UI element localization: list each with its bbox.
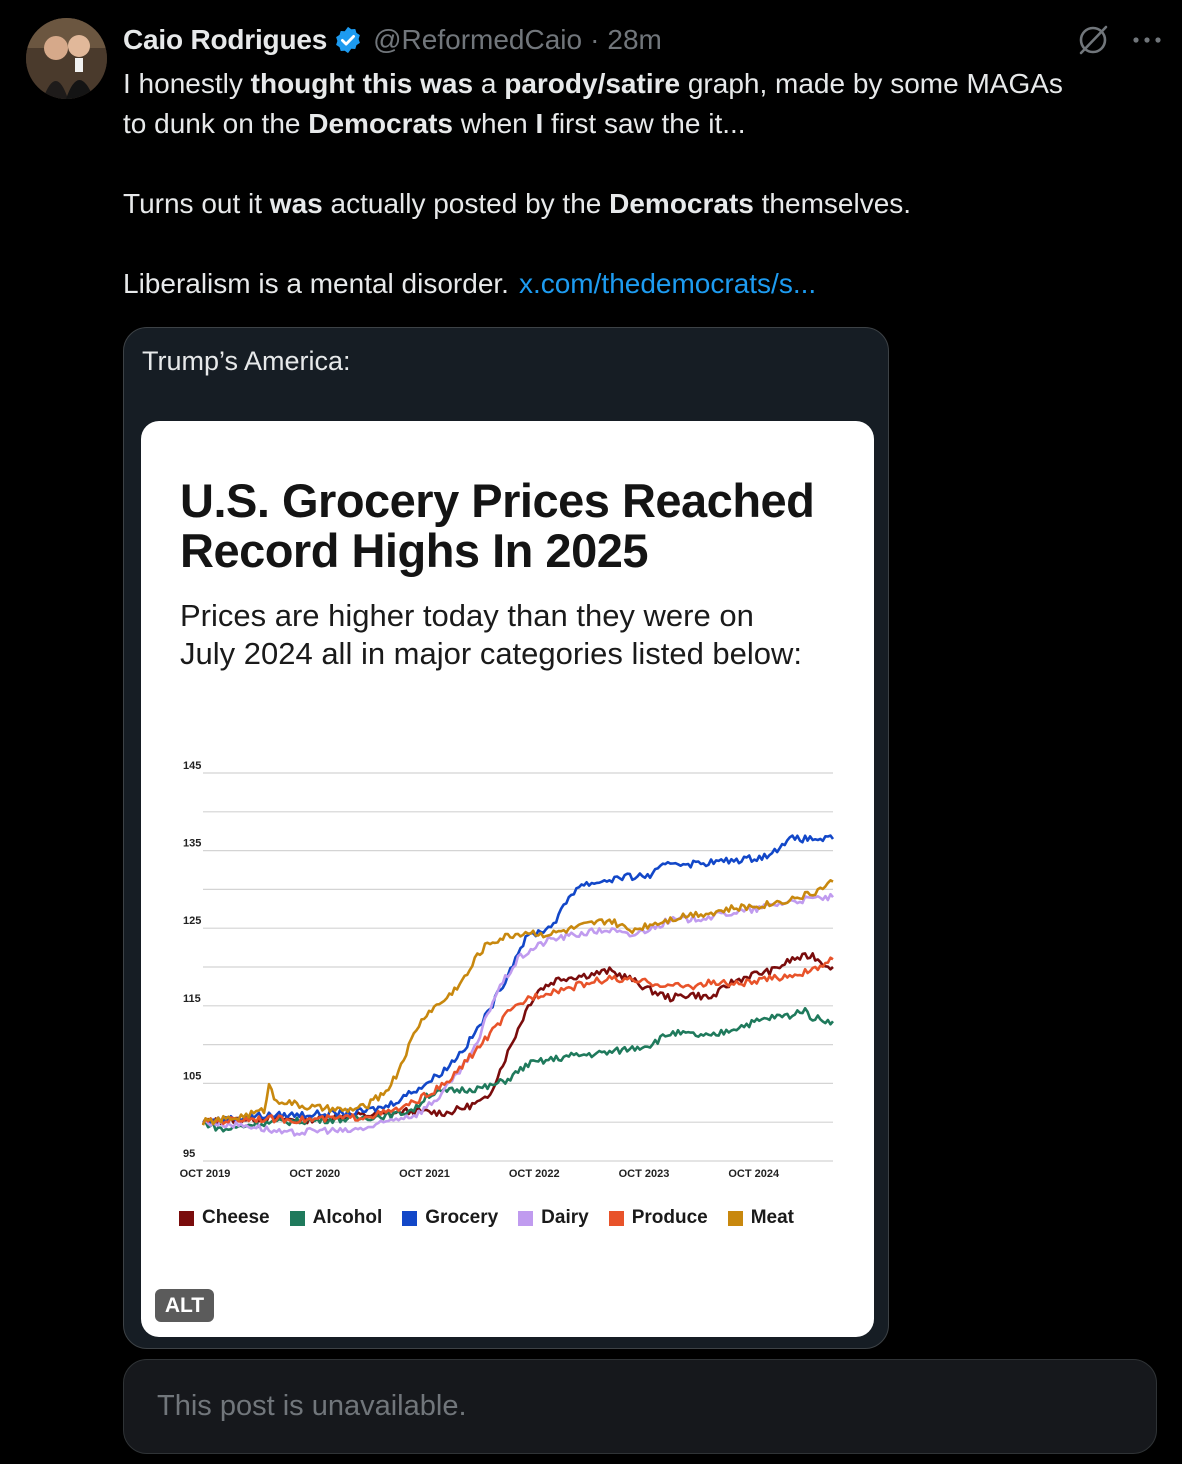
chart-legend: Cheese Alcohol Grocery Dairy Produce Meat: [179, 1207, 794, 1229]
legend-swatch: [518, 1210, 534, 1226]
legend-item-grocery: Grocery: [402, 1207, 498, 1229]
post-line-2: to dunk on the Democrats when I first sa…: [123, 108, 746, 139]
line-chart: 145 135 125 115 105 95 OCT 2019 OCT 2020 OCT 202…: [180, 760, 835, 1180]
series-line-meat: [201, 879, 834, 1126]
legend-swatch: [179, 1210, 194, 1226]
author-name[interactable]: Caio Rodrigues: [123, 24, 328, 55]
legend-swatch: [289, 1210, 305, 1226]
chart-subtitle: Prices are higher today than they were o…: [180, 598, 803, 671]
quoted-post-card[interactable]: Trump’s America: U.S. Grocery Prices Rea…: [123, 327, 889, 1349]
series-line-cheese: [202, 952, 834, 1126]
legend-item-cheese: Cheese: [179, 1207, 270, 1229]
x-tick-label: OCT 2024: [728, 1168, 780, 1180]
legend-swatch: [608, 1210, 624, 1226]
y-tick-label: 95: [183, 1148, 195, 1160]
post-line-3: Turns out it was actually posted by the …: [123, 188, 912, 219]
separator-dot: ·: [590, 24, 600, 55]
x-tick-label: OCT 2023: [619, 1168, 670, 1180]
series-line-produce: [201, 956, 834, 1125]
legend-item-meat: Meat: [727, 1207, 795, 1229]
legend-label: Produce: [631, 1207, 708, 1228]
legend-swatch: [727, 1210, 743, 1226]
y-tick-label: 145: [183, 760, 201, 772]
legend-label: Cheese: [202, 1207, 270, 1228]
legend-item-alcohol: Alcohol: [289, 1207, 383, 1229]
quoted-post-link[interactable]: x.com/thedemocrats/s...: [518, 268, 817, 299]
unavailable-post-notice: This post is unavailable.: [123, 1359, 1157, 1454]
post-time[interactable]: 28m: [607, 24, 662, 55]
post-header: Caio Rodrigues @ReformedCaio · 28m: [123, 18, 1162, 62]
legend-item-produce: Produce: [608, 1207, 708, 1229]
legend-label: Dairy: [541, 1207, 589, 1228]
grok-icon[interactable]: [1076, 23, 1110, 57]
legend-label: Meat: [750, 1207, 795, 1228]
y-tick-label: 115: [183, 993, 201, 1005]
y-tick-label: 135: [183, 838, 201, 850]
post-line-4: Liberalism is a mental disorder. x.com/th…: [123, 268, 817, 299]
post-line-1: I honestly thought this was a parody/sat…: [123, 68, 1063, 99]
chart-title: U.S. Grocery Prices Reached Record Highs…: [180, 474, 815, 577]
legend-label: Alcohol: [312, 1207, 383, 1228]
avatar-image: [26, 18, 107, 99]
legend-swatch: [402, 1210, 418, 1226]
alt-text-button[interactable]: ALT: [155, 1289, 214, 1322]
y-tick-label: 125: [183, 915, 201, 927]
post-text: I honestly thought this was a parody/sat…: [123, 64, 1163, 304]
y-tick-label: 105: [183, 1070, 201, 1082]
series-line-dairy: [201, 892, 834, 1137]
avatar[interactable]: [26, 18, 107, 99]
chart-image[interactable]: U.S. Grocery Prices Reached Record Highs…: [141, 421, 874, 1337]
x-tick-label: OCT 2022: [509, 1168, 560, 1180]
legend-item-dairy: Dairy: [518, 1207, 589, 1229]
author-handle[interactable]: @ReformedCaio: [373, 24, 583, 55]
quoted-post-text: Trump’s America:: [142, 346, 351, 376]
x-tick-label: OCT 2019: [180, 1168, 231, 1180]
verified-badge-icon: [333, 25, 363, 55]
more-icon[interactable]: [1132, 35, 1162, 45]
x-tick-label: OCT 2021: [399, 1168, 450, 1180]
x-tick-label: OCT 2020: [289, 1168, 340, 1180]
legend-label: Grocery: [425, 1207, 499, 1228]
header-actions: [1076, 23, 1162, 57]
series-line-grocery: [202, 834, 835, 1125]
